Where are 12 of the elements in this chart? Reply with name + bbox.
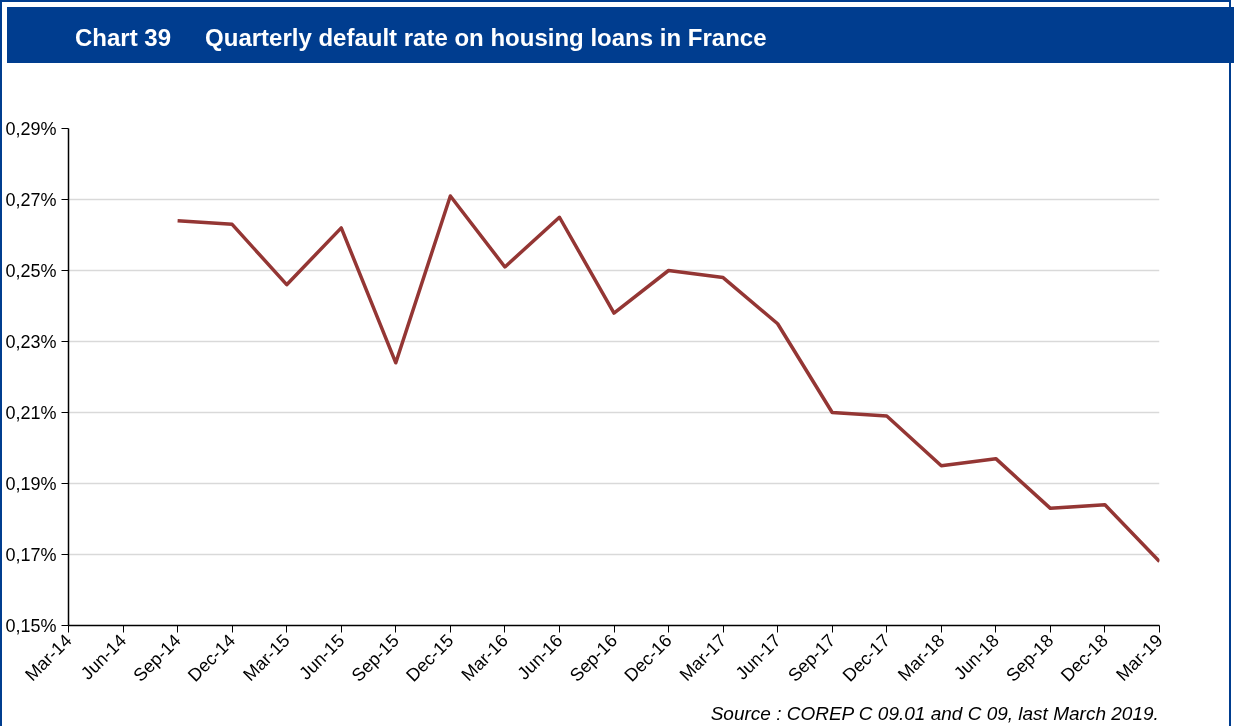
y-tick-label: 0,21% bbox=[5, 402, 57, 423]
y-tick-label: 0,25% bbox=[5, 260, 57, 281]
source-note: Source : COREP C 09.01 and C 09, last March 2019. bbox=[710, 702, 1159, 724]
y-tick-label: 0,19% bbox=[5, 473, 57, 494]
line-series bbox=[175, 194, 1160, 564]
y-tick-label: 0,15% bbox=[5, 615, 57, 636]
chart-title: Chart 39 bbox=[75, 23, 172, 53]
y-tick-label: 0,29% bbox=[5, 118, 57, 139]
y-tick-label: 0,23% bbox=[5, 331, 57, 352]
y-tick-label: 0,17% bbox=[5, 544, 57, 565]
y-tick-label: 0,27% bbox=[5, 189, 57, 210]
chart-subtitle: Quarterly default rate on housing loans in France bbox=[205, 23, 767, 53]
